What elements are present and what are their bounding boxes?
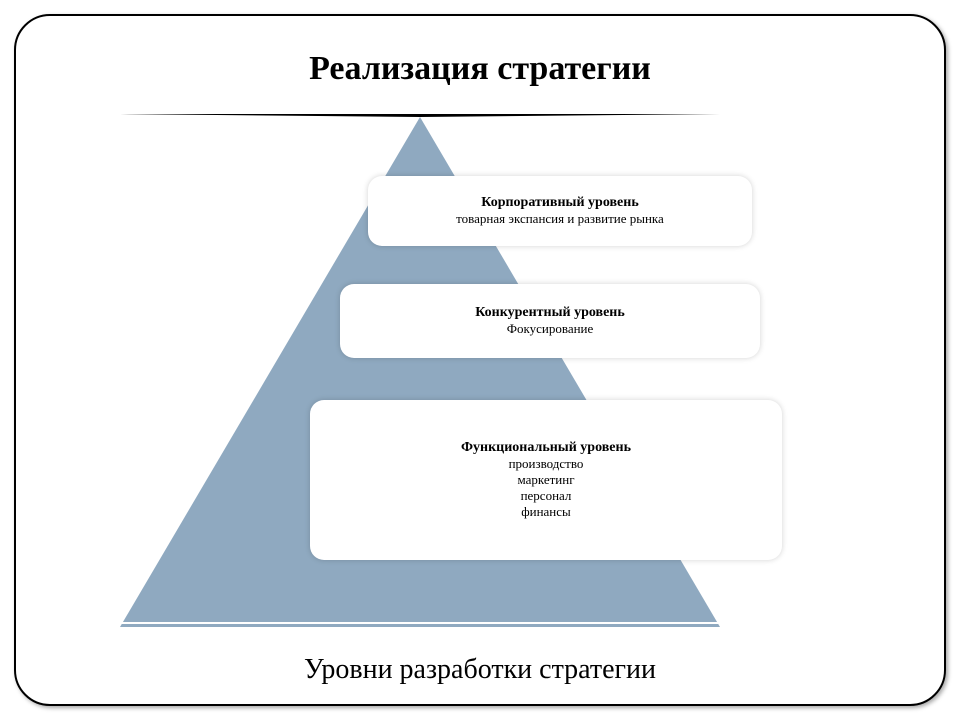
level-functional-line: маркетинг [517,472,574,488]
level-functional: Функциональный уровеньпроизводствомаркет… [310,400,782,560]
slide-frame: Реализация стратегии Корпоративный урове… [14,14,946,706]
level-competitive-line: Фокусирование [507,321,594,337]
level-functional-line: производство [509,456,584,472]
level-competitive-title: Конкурентный уровень [475,305,625,321]
level-functional-line: финансы [521,504,571,520]
level-corporate: Корпоративный уровеньтоварная экспансия … [368,176,752,246]
level-functional-line: персонал [521,488,572,504]
page-title: Реализация стратегии [16,50,944,88]
level-functional-title: Функциональный уровень [461,440,631,456]
level-corporate-title: Корпоративный уровень [481,195,638,211]
diagram-caption: Уровни разработки стратегии [16,654,944,686]
level-competitive: Конкурентный уровеньФокусирование [340,284,760,358]
level-corporate-line: товарная экспансия и развитие рынка [456,211,664,227]
pyramid-base-stripe [120,622,720,624]
